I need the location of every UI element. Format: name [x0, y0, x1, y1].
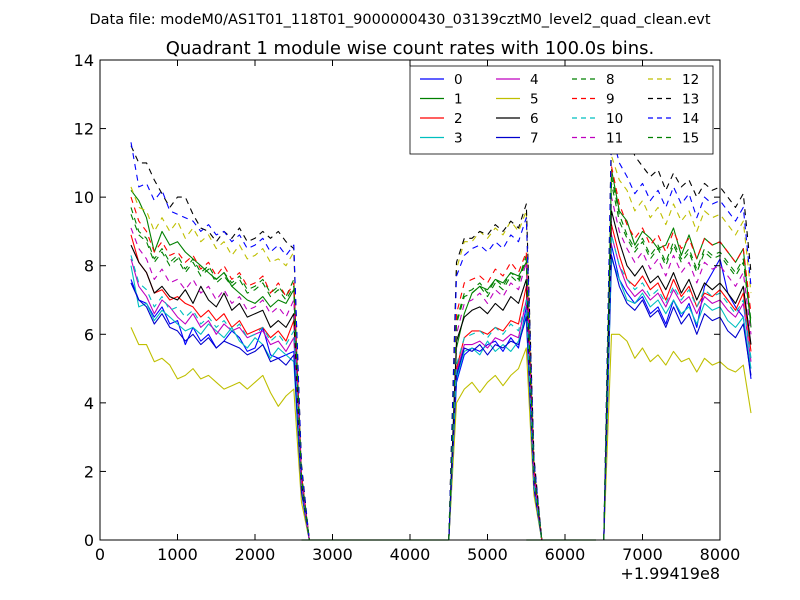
y-tick-label: 4: [84, 394, 94, 413]
series-1-line: [603, 169, 752, 541]
y-tick-label: 6: [84, 325, 94, 344]
series-3-line: [603, 258, 752, 541]
legend-label-2: 2: [454, 111, 463, 127]
series-10-line: [448, 299, 543, 541]
legend-label-3: 3: [454, 131, 463, 147]
series-12-line: [448, 210, 543, 541]
series-8-line: [603, 176, 752, 541]
x-tick-label: 4000: [390, 545, 431, 564]
legend-label-14: 14: [682, 111, 699, 127]
plot-area: [99, 59, 752, 541]
legend-label-1: 1: [454, 92, 463, 108]
y-tick-label: 2: [84, 462, 94, 481]
legend-label-0: 0: [454, 72, 463, 88]
series-14-line: [130, 142, 310, 541]
legend-box: [409, 65, 714, 155]
series-15-line: [130, 214, 310, 541]
legend-label-7: 7: [530, 131, 539, 147]
series-6-line: [448, 278, 543, 541]
series-11-line: [603, 196, 752, 541]
series-3-line: [130, 265, 310, 541]
series-9-line: [603, 165, 752, 541]
x-tick-label: 1000: [157, 545, 198, 564]
series-7-line: [603, 254, 752, 541]
x-tick-label: 5000: [467, 545, 508, 564]
legend-label-13: 13: [682, 92, 699, 108]
legend-label-5: 5: [530, 92, 539, 108]
y-tick-label: 12: [74, 120, 94, 139]
series-10-line: [603, 234, 752, 541]
series-13-line: [130, 145, 310, 541]
series-0-line: [603, 244, 752, 541]
series-13-line: [603, 128, 752, 541]
series-8-line: [130, 207, 310, 541]
chart-suptitle: Data file: modeM0/AS1T01_118T01_90000004…: [89, 12, 710, 28]
series-2-line: [603, 224, 752, 541]
series-5-line: [603, 333, 752, 541]
y-tick-label: 8: [84, 257, 94, 276]
series-6-line: [603, 210, 752, 541]
legend-label-10: 10: [606, 111, 623, 127]
x-tick-label: 8000: [700, 545, 741, 564]
series-4-line: [603, 234, 752, 541]
series-15-line: [603, 182, 752, 541]
y-tick-label: 0: [84, 531, 94, 550]
series-12-line: [603, 155, 752, 541]
series-12-line: [130, 186, 310, 541]
series-1-line: [130, 189, 310, 541]
legend-label-15: 15: [682, 131, 699, 147]
x-tick-label: 6000: [545, 545, 586, 564]
series-13-line: [448, 203, 543, 541]
series-9-line: [448, 251, 543, 541]
series-5-line: [130, 327, 310, 541]
x-tick-label: 0: [95, 545, 105, 564]
series-5-line: [448, 347, 543, 541]
series-9-line: [130, 196, 310, 541]
x-offset-label: +1.99419e8: [620, 564, 720, 583]
chart-title: Quadrant 1 module wise count rates with …: [166, 38, 655, 59]
series-3-line: [448, 313, 543, 541]
legend-label-4: 4: [530, 72, 539, 88]
series-15-line: [448, 258, 543, 541]
x-axis: 0 1000 2000 3000 4000 5000 6000 7000 8000: [95, 60, 740, 564]
legend-label-12: 12: [682, 72, 699, 88]
series-7-line: [130, 282, 310, 541]
x-tick-label: 7000: [622, 545, 663, 564]
series-14-line: [603, 131, 752, 541]
series-4-line: [130, 258, 310, 541]
series-7-line: [448, 316, 543, 541]
x-tick-label: 2000: [235, 545, 276, 564]
y-tick-label: 10: [74, 188, 94, 207]
legend-label-8: 8: [606, 72, 615, 88]
x-tick-label: 3000: [312, 545, 353, 564]
series-14-line: [448, 217, 543, 541]
legend-label-6: 6: [530, 111, 539, 127]
y-tick-label: 14: [74, 51, 94, 70]
series-10-line: [130, 255, 310, 541]
legend-label-9: 9: [606, 92, 615, 108]
series-11-line: [130, 227, 310, 541]
series-6-line: [130, 244, 310, 541]
series-2-line: [130, 234, 310, 541]
legend-label-11: 11: [606, 131, 623, 147]
